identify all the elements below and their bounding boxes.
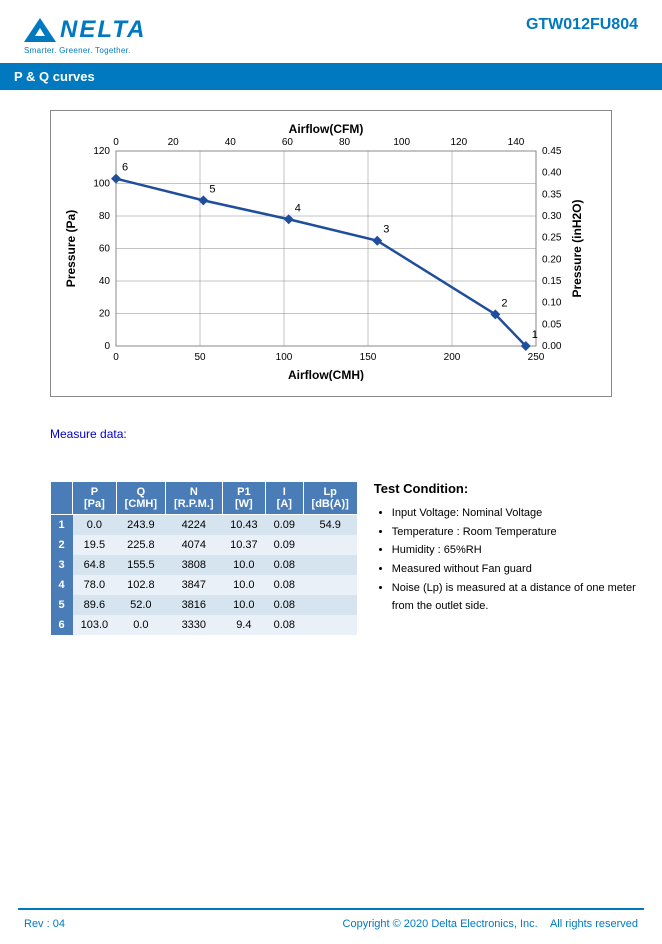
- svg-text:5: 5: [209, 183, 215, 195]
- chart-container: 0501001502002500204060801001201400204060…: [0, 90, 662, 407]
- svg-text:0.15: 0.15: [542, 276, 562, 287]
- table-header: Lp[dB(A)]: [303, 482, 357, 515]
- svg-text:140: 140: [508, 137, 525, 148]
- svg-text:0.45: 0.45: [542, 146, 562, 157]
- condition-item: Measured without Fan guard: [392, 560, 642, 579]
- tagline: Smarter. Greener. Together.: [24, 46, 146, 55]
- table-header: P1[W]: [222, 482, 266, 515]
- chart-box: 0501001502002500204060801001201400204060…: [50, 110, 612, 397]
- pq-chart: 0501001502002500204060801001201400204060…: [61, 121, 591, 381]
- svg-text:Pressure (inH2O): Pressure (inH2O): [570, 199, 584, 297]
- table-header: P[Pa]: [73, 482, 117, 515]
- svg-text:0.40: 0.40: [542, 168, 562, 179]
- svg-text:Pressure (Pa): Pressure (Pa): [64, 210, 78, 287]
- logo-block: NELTA Smarter. Greener. Together.: [24, 16, 146, 55]
- svg-text:20: 20: [99, 309, 111, 320]
- svg-text:2: 2: [501, 297, 507, 309]
- svg-text:6: 6: [122, 162, 128, 174]
- svg-text:Airflow(CMH): Airflow(CMH): [288, 368, 364, 381]
- svg-text:200: 200: [444, 352, 461, 363]
- svg-text:100: 100: [276, 352, 293, 363]
- svg-text:60: 60: [99, 244, 111, 255]
- svg-text:40: 40: [225, 137, 237, 148]
- svg-text:1: 1: [532, 329, 538, 341]
- svg-text:0: 0: [113, 352, 119, 363]
- test-conditions: Test Condition: Input Voltage: Nominal V…: [374, 481, 642, 616]
- table-row: 364.8155.5380810.00.08: [51, 555, 358, 575]
- revision: Rev : 04: [24, 918, 65, 930]
- svg-text:250: 250: [528, 352, 545, 363]
- measure-data-label: Measure data:: [50, 427, 662, 441]
- page-footer: Rev : 04 Copyright © 2020 Delta Electron…: [0, 908, 662, 944]
- model-number: GTW012FU804: [526, 16, 638, 34]
- svg-text:Airflow(CFM): Airflow(CFM): [289, 122, 364, 136]
- svg-text:100: 100: [93, 179, 110, 190]
- table-row: 478.0102.8384710.00.08: [51, 575, 358, 595]
- svg-text:3: 3: [383, 224, 389, 236]
- svg-text:40: 40: [99, 276, 111, 287]
- table-row: 6103.00.033309.40.08: [51, 615, 358, 635]
- section-title: P & Q curves: [0, 63, 662, 90]
- conditions-title: Test Condition:: [374, 481, 642, 496]
- copyright: Copyright © 2020 Delta Electronics, Inc.…: [343, 918, 638, 930]
- svg-text:0.20: 0.20: [542, 254, 562, 265]
- svg-text:0: 0: [104, 341, 110, 352]
- svg-text:0: 0: [113, 137, 119, 148]
- measure-table: P[Pa]Q[CMH]N[R.P.M.]P1[W]I[A]Lp[dB(A)]10…: [50, 481, 358, 635]
- condition-item: Temperature : Room Temperature: [392, 523, 642, 542]
- svg-text:80: 80: [339, 137, 351, 148]
- svg-text:0.10: 0.10: [542, 298, 562, 309]
- svg-text:0.30: 0.30: [542, 211, 562, 222]
- svg-text:50: 50: [194, 352, 206, 363]
- svg-text:0.05: 0.05: [542, 319, 562, 330]
- conditions-list: Input Voltage: Nominal VoltageTemperatur…: [374, 504, 642, 616]
- brand-name: NELTA: [60, 16, 146, 44]
- svg-text:20: 20: [168, 137, 180, 148]
- condition-item: Input Voltage: Nominal Voltage: [392, 504, 642, 523]
- svg-text:80: 80: [99, 211, 111, 222]
- svg-text:120: 120: [451, 137, 468, 148]
- svg-text:100: 100: [393, 137, 410, 148]
- table-header: Q[CMH]: [116, 482, 165, 515]
- data-section: P[Pa]Q[CMH]N[R.P.M.]P1[W]I[A]Lp[dB(A)]10…: [0, 451, 662, 635]
- table-header: I[A]: [266, 482, 303, 515]
- svg-text:60: 60: [282, 137, 294, 148]
- logo-icon: [24, 18, 56, 42]
- page-header: NELTA Smarter. Greener. Together. GTW012…: [0, 0, 662, 63]
- svg-text:120: 120: [93, 146, 110, 157]
- table-row: 10.0243.9422410.430.0954.9: [51, 515, 358, 536]
- svg-text:4: 4: [295, 202, 301, 214]
- svg-text:0.25: 0.25: [542, 233, 562, 244]
- condition-item: Noise (Lp) is measured at a distance of …: [392, 579, 642, 616]
- svg-text:150: 150: [360, 352, 377, 363]
- table-row: 219.5225.8407410.370.09: [51, 535, 358, 555]
- table-row: 589.652.0381610.00.08: [51, 595, 358, 615]
- condition-item: Humidity : 65%RH: [392, 541, 642, 560]
- svg-text:0.35: 0.35: [542, 189, 562, 200]
- table-header: N[R.P.M.]: [166, 482, 223, 515]
- svg-text:0.00: 0.00: [542, 341, 562, 352]
